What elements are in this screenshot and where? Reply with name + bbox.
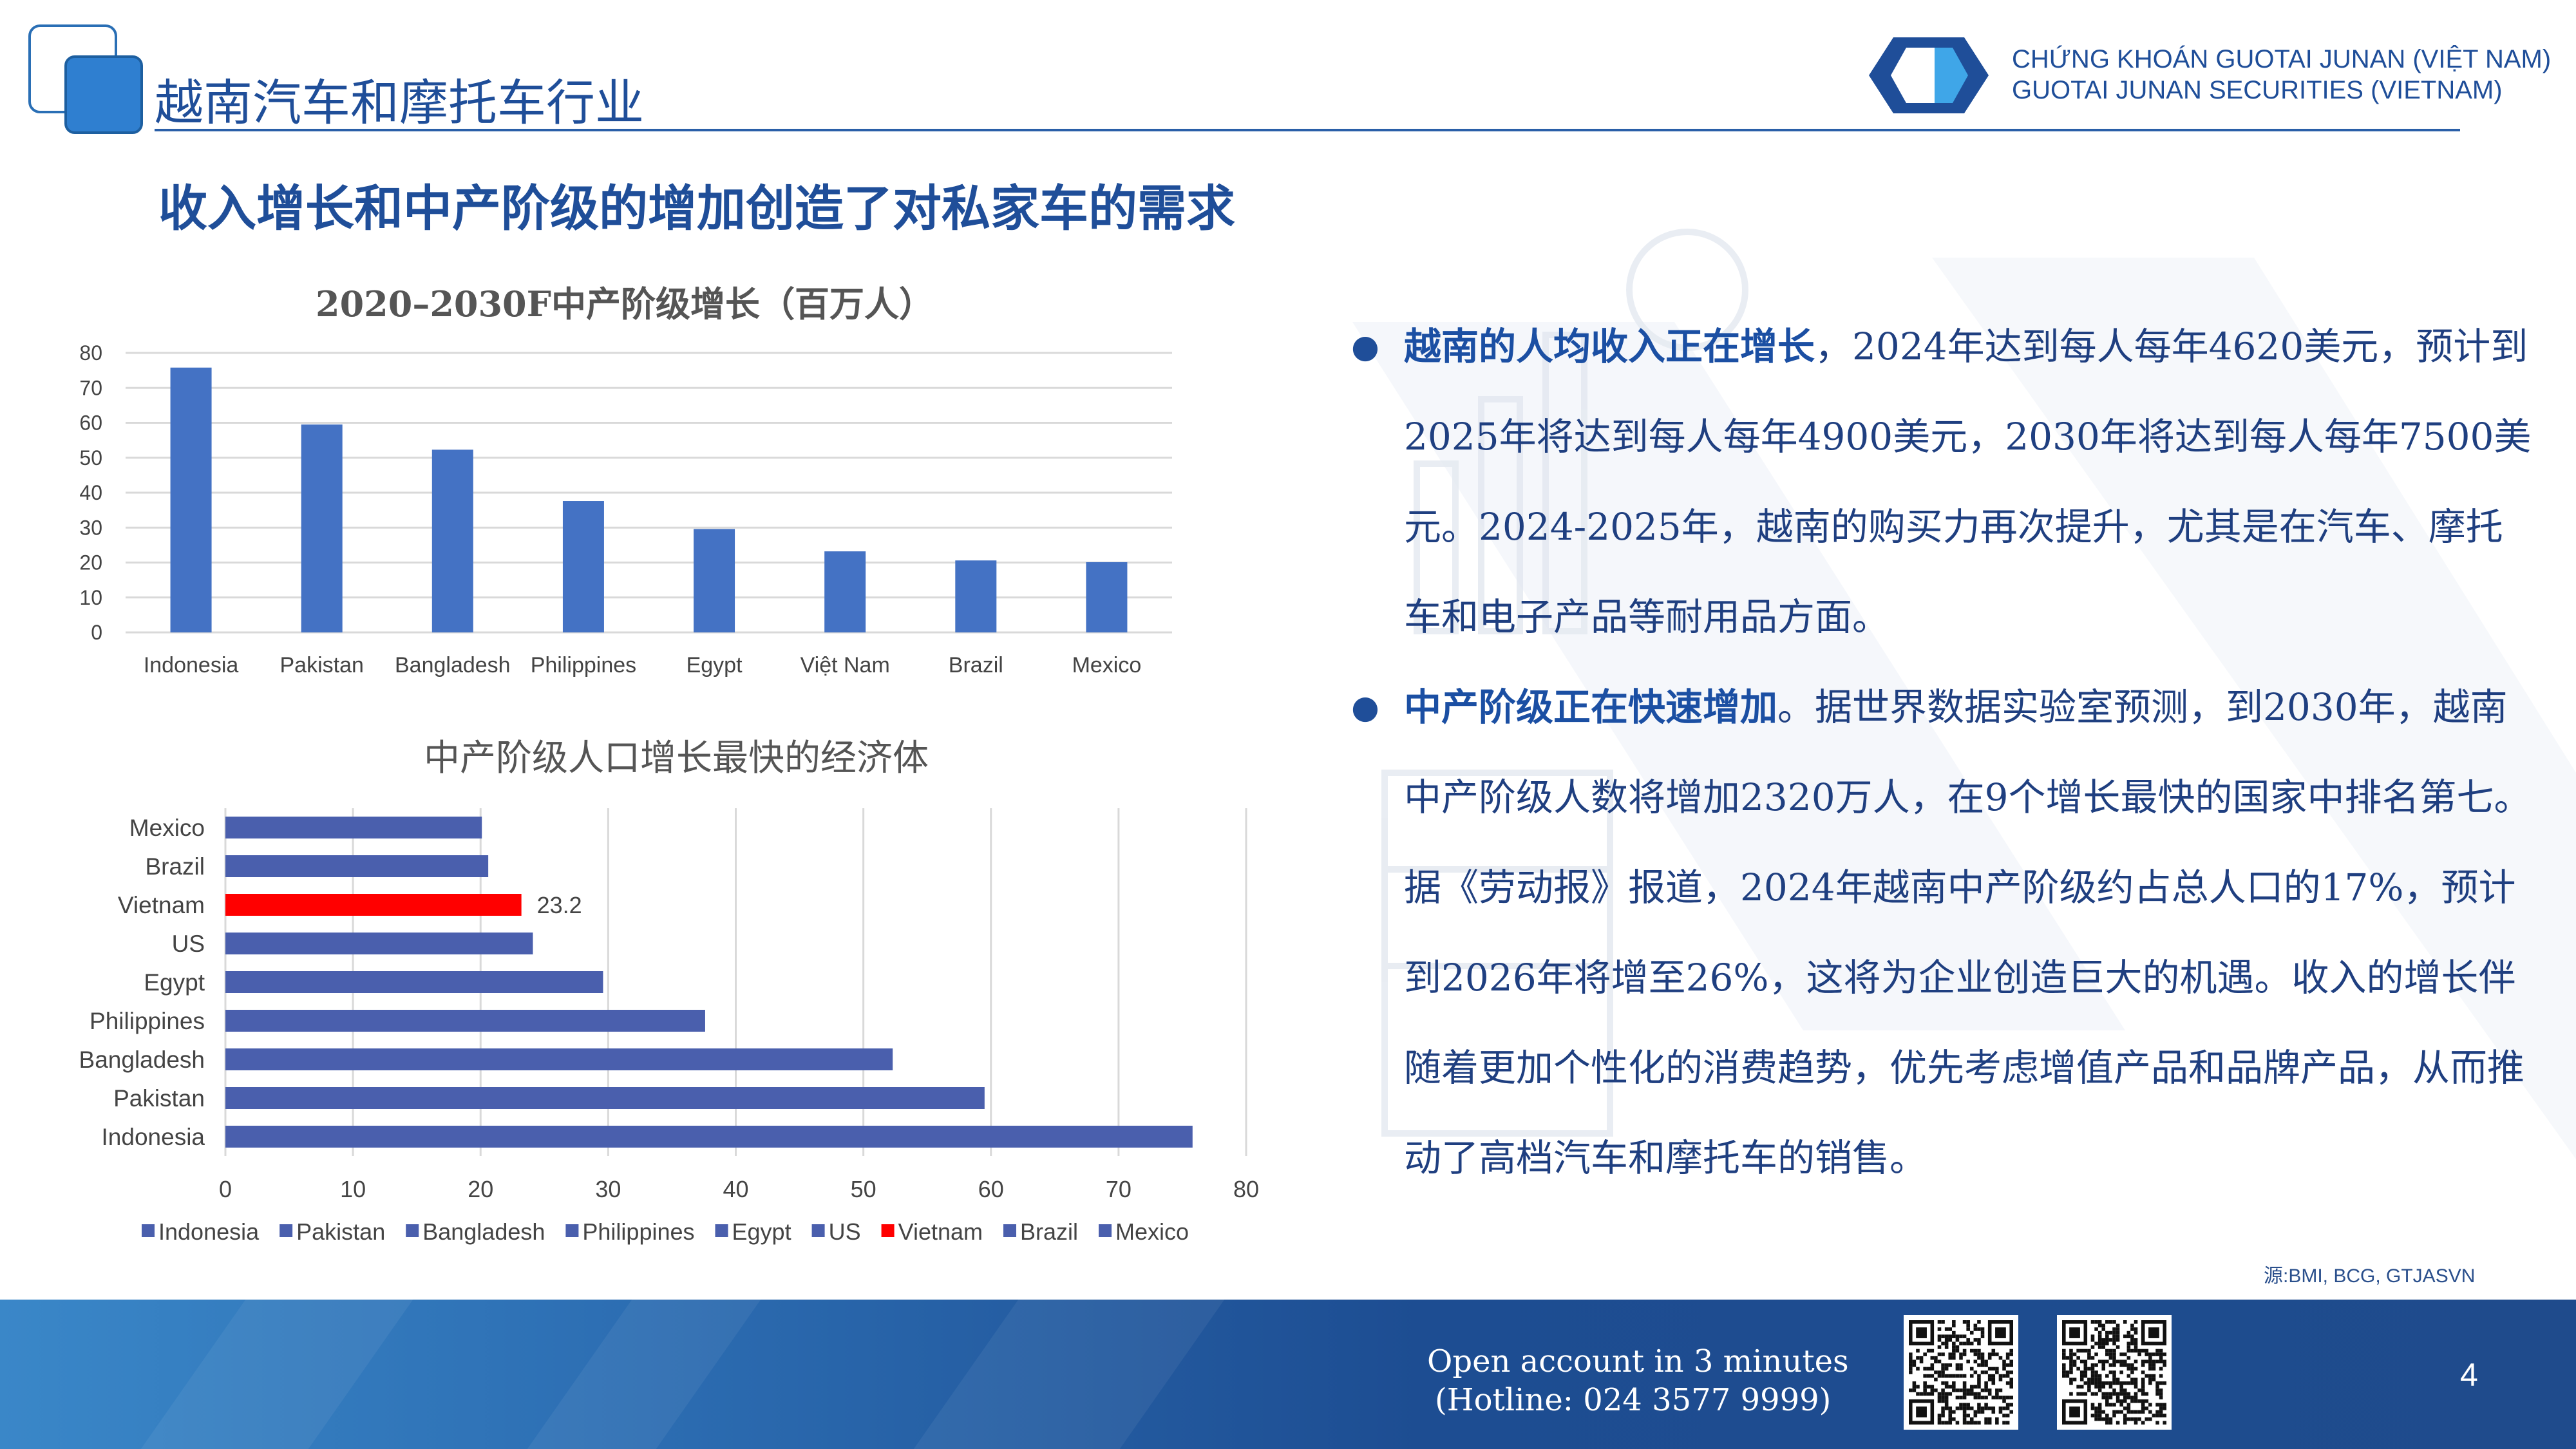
- x-tick-label: 0: [219, 1176, 232, 1202]
- bullet1-heading: 越南的人均收入正在增长: [1404, 325, 1815, 368]
- bar: [170, 367, 212, 632]
- slide-title: 收入增长和中产阶级的增加创造了对私家车的需求: [158, 180, 1235, 237]
- y-tick-label: Vietnam: [118, 892, 205, 918]
- bar: [225, 971, 603, 993]
- y-tick-label: 0: [91, 621, 102, 644]
- legend-swatch: [1099, 1224, 1112, 1237]
- y-tick-label: Pakistan: [113, 1085, 205, 1112]
- x-tick-label: 80: [1233, 1176, 1259, 1202]
- bullet2-body: 。据世界数据实验室预测，到2030年，越南中产阶级人数将增加2320万人，在9个…: [1404, 685, 2532, 1180]
- data-label: 23.2: [537, 892, 582, 918]
- brand-name-english: GUOTAI JUNAN SECURITIES (VIETNAM): [2012, 76, 2503, 104]
- legend-label: Mexico: [1115, 1218, 1189, 1245]
- x-tick-label: 10: [340, 1176, 366, 1202]
- background-watermark: [1352, 229, 2576, 1159]
- guotai-junan-logo-icon: [1869, 37, 1989, 113]
- legend-swatch: [142, 1224, 155, 1237]
- bar: [225, 894, 522, 916]
- bar: [431, 450, 473, 632]
- legend-swatch: [565, 1224, 579, 1237]
- x-tick-label: Bangladesh: [395, 653, 511, 677]
- legend-label: Vietnam: [898, 1218, 983, 1245]
- bar: [955, 560, 997, 632]
- legend-label: Egypt: [732, 1218, 791, 1245]
- x-tick-label: 20: [468, 1176, 493, 1202]
- legend-swatch: [1003, 1224, 1017, 1237]
- qr-code-icon[interactable]: [1904, 1315, 2018, 1430]
- chart1-middle-class-growth: 0 10 20 30 40 50 60 70 80 Indonesia Pakistan Bangla…: [79, 341, 1172, 677]
- footer-open-account: Open account in 3 minutes: [1427, 1343, 1849, 1379]
- x-tick-label: Indonesia: [144, 653, 239, 677]
- y-tick-label: 80: [79, 341, 102, 365]
- bar: [225, 1126, 1193, 1148]
- x-tick-label: Việt Nam: [800, 653, 890, 677]
- x-tick-label: 50: [851, 1176, 876, 1202]
- source-note: 源:BMI, BCG, GTJASVN: [2264, 1265, 2476, 1287]
- bullet2-heading: 中产阶级正在快速增加: [1404, 685, 1778, 729]
- bar: [225, 817, 482, 838]
- page-number: 4: [2460, 1357, 2478, 1393]
- x-tick-label: Brazil: [949, 653, 1003, 677]
- legend-label: Bangladesh: [422, 1218, 545, 1245]
- x-tick-label: 60: [978, 1176, 1004, 1202]
- x-tick-label: 70: [1106, 1176, 1132, 1202]
- legend-label: Pakistan: [296, 1218, 385, 1245]
- legend-label: US: [829, 1218, 861, 1245]
- bar: [225, 1048, 893, 1070]
- bar: [824, 551, 866, 632]
- legend-label: Philippines: [582, 1218, 694, 1245]
- bar: [301, 424, 343, 632]
- footer-bar: [0, 1300, 2576, 1449]
- bar: [1086, 562, 1128, 632]
- legend-swatch: [406, 1224, 419, 1237]
- y-tick-label: 20: [79, 551, 102, 574]
- y-tick-label: Mexico: [129, 815, 205, 841]
- legend-swatch: [279, 1224, 293, 1237]
- brand-name-vietnamese: CHỨNG KHOÁN GUOTAI JUNAN (VIỆT NAM): [2012, 45, 2552, 73]
- bar: [225, 855, 489, 877]
- legend-label: Brazil: [1020, 1218, 1078, 1245]
- header-divider: [155, 129, 2460, 131]
- bar: [694, 529, 735, 632]
- y-tick-label: 30: [79, 516, 102, 539]
- bullet1-body: ，2024年达到每人每年4620美元，预计到2025年将达到每人每年4900美元…: [1404, 325, 2532, 639]
- y-tick-label: Brazil: [145, 853, 205, 880]
- x-tick-label: Pakistan: [279, 653, 363, 677]
- legend-swatch: [881, 1224, 895, 1237]
- x-tick-label: Egypt: [687, 653, 743, 677]
- bar: [225, 933, 533, 954]
- footer-hotline: (Hotline: 024 3577 9999): [1435, 1382, 1832, 1418]
- x-tick-label: Mexico: [1072, 653, 1142, 677]
- y-tick-label: Bangladesh: [79, 1046, 205, 1073]
- legend-label: Indonesia: [158, 1218, 260, 1245]
- qr-code-icon[interactable]: [2057, 1315, 2172, 1430]
- chart2-fastest-growing-economies: 0 10 20 30 40 50 60 70 80 Mexico Brazil Vietnam 23.2…: [79, 808, 1259, 1245]
- bar: [225, 1010, 705, 1032]
- y-tick-label: 10: [79, 586, 102, 609]
- bullet-middle-class: ● 中产阶级正在快速增加。据世界数据实验室预测，到2030年，越南中产阶级人数将…: [1333, 662, 2537, 1203]
- legend-swatch: [715, 1224, 728, 1237]
- x-tick-label: 30: [595, 1176, 621, 1202]
- y-tick-label: Indonesia: [102, 1124, 205, 1150]
- y-tick-label: 70: [79, 376, 102, 399]
- y-tick-label: 40: [79, 481, 102, 504]
- chart1-title: 2020–2030F中产阶级增长（百万人）: [316, 283, 934, 325]
- bullet-dot-icon: ●: [1351, 328, 1379, 365]
- header-title: 越南汽车和摩托车行业: [155, 74, 644, 131]
- chart2-title: 中产阶级人口增长最快的经济体: [424, 737, 929, 779]
- bar: [562, 501, 604, 632]
- x-tick-label: 40: [723, 1176, 748, 1202]
- y-tick-label: US: [172, 931, 205, 957]
- y-tick-label: Philippines: [90, 1008, 205, 1034]
- y-tick-label: 50: [79, 446, 102, 469]
- legend-swatch: [811, 1224, 825, 1237]
- y-tick-label: Egypt: [144, 969, 205, 996]
- bullet-dot-icon: ●: [1351, 688, 1379, 726]
- x-tick-label: Philippines: [531, 653, 636, 677]
- bar: [225, 1087, 985, 1109]
- header-logo-square-front: [64, 55, 143, 134]
- bullet-income-growth: ● 越南的人均收入正在增长，2024年达到每人每年4620美元，预计到2025年…: [1333, 301, 2537, 662]
- y-tick-label: 60: [79, 412, 102, 435]
